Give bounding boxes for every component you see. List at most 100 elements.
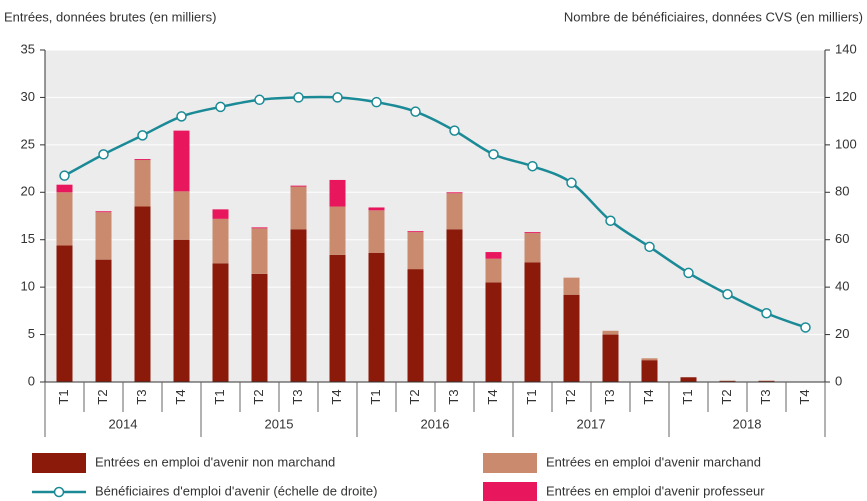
bar-segment — [290, 229, 307, 382]
bar-segment — [485, 252, 502, 259]
y2-axis-title: Nombre de bénéficiaires, données CVS (en… — [564, 9, 863, 24]
x-tick-label: T4 — [797, 389, 812, 404]
bar-segment — [95, 259, 112, 382]
y2-tick-label: 60 — [835, 231, 849, 246]
bar-segment — [524, 233, 541, 263]
line-marker — [410, 106, 421, 117]
bar-segment — [134, 159, 151, 161]
x-tick-label: T3 — [290, 389, 305, 404]
bar-segment — [173, 191, 190, 240]
bar-segment — [446, 229, 463, 382]
line-marker — [59, 170, 70, 181]
bar-segment — [56, 184, 73, 193]
line-marker — [761, 307, 772, 319]
bar-segment — [407, 231, 424, 233]
bar-segment — [251, 273, 268, 382]
line-marker — [722, 289, 733, 300]
bar-segment — [485, 282, 502, 382]
x-tick-label: T2 — [407, 389, 422, 404]
bar-segment — [212, 218, 229, 264]
bar-segment — [212, 209, 229, 219]
bar-segment — [212, 263, 229, 382]
legend-label: Bénéficiaires d'emploi d'avenir (échelle… — [95, 483, 377, 498]
y2-tick-label: 20 — [835, 326, 849, 341]
x-group-label: 2016 — [421, 416, 450, 431]
y-tick-label: 25 — [21, 136, 35, 151]
y-tick-label: 15 — [21, 231, 35, 246]
bar-segment — [95, 211, 112, 213]
x-tick-label: T1 — [56, 389, 71, 404]
x-tick-label: T4 — [173, 389, 188, 404]
legend-label: Entrées en emploi d'avenir marchand — [546, 454, 761, 469]
line-marker — [215, 101, 226, 113]
y2-tick-label: 120 — [835, 89, 857, 104]
legend-swatch — [483, 453, 537, 473]
y2-tick-label: 140 — [835, 41, 857, 56]
bar-segment — [446, 192, 463, 194]
line-marker — [98, 149, 109, 160]
bar-segment — [680, 377, 697, 382]
line-marker — [176, 111, 187, 122]
bar-segment — [251, 228, 268, 274]
x-tick-label: T4 — [641, 389, 656, 404]
bar-segment — [602, 330, 619, 335]
bar-segment — [173, 130, 190, 192]
line-marker — [449, 125, 460, 136]
line-marker — [332, 92, 343, 103]
bar-segment — [407, 232, 424, 270]
y-tick-label: 10 — [21, 279, 35, 294]
bar-segment — [134, 206, 151, 382]
line-marker — [644, 241, 655, 253]
bar-segment — [368, 210, 385, 253]
bar-segment — [173, 239, 190, 382]
bar-segment — [641, 360, 658, 382]
legend-label: Entrées en emploi d'avenir non marchand — [95, 454, 335, 469]
bar-segment — [368, 252, 385, 382]
x-group-label: 2014 — [109, 416, 138, 431]
y2-tick-label: 40 — [835, 279, 849, 294]
y-tick-label: 30 — [21, 89, 35, 104]
bar-segment — [485, 258, 502, 283]
bar-segment — [446, 193, 463, 230]
y-tick-label: 35 — [21, 41, 35, 56]
bar-segment — [95, 212, 112, 260]
bar-segment — [56, 245, 73, 382]
bar-segment — [407, 269, 424, 382]
bar-segment — [251, 227, 268, 229]
x-tick-label: T2 — [251, 389, 266, 404]
x-tick-label: T1 — [368, 389, 383, 404]
bar-segment — [602, 334, 619, 382]
x-group-label: 2017 — [577, 416, 606, 431]
x-tick-label: T2 — [95, 389, 110, 404]
line-marker — [488, 149, 499, 160]
x-tick-label: T2 — [563, 389, 578, 404]
legend-label: Entrées en emploi d'avenir professeur — [546, 483, 765, 498]
y2-tick-label: 0 — [835, 373, 842, 388]
bar-segment — [329, 179, 346, 207]
y-tick-label: 20 — [21, 184, 35, 199]
line-marker — [605, 215, 616, 226]
bar-segment — [368, 207, 385, 211]
x-group-label: 2015 — [265, 416, 294, 431]
x-group-label: 2018 — [733, 416, 762, 431]
legend-swatch — [32, 453, 86, 473]
bar-segment — [290, 186, 307, 230]
y2-tick-label: 80 — [835, 184, 849, 199]
x-tick-label: T4 — [485, 389, 500, 404]
x-tick-label: T2 — [719, 389, 734, 404]
x-tick-label: T3 — [446, 389, 461, 404]
line-marker — [371, 96, 382, 108]
x-tick-label: T4 — [329, 389, 344, 404]
legend-swatch — [53, 486, 65, 498]
bar-segment — [563, 277, 580, 295]
bar-segment — [56, 192, 73, 246]
line-marker — [254, 94, 265, 106]
bar-segment — [134, 160, 151, 207]
x-tick-label: T3 — [758, 389, 773, 404]
bar-segment — [524, 262, 541, 382]
x-tick-label: T1 — [680, 389, 695, 404]
line-marker — [137, 130, 148, 141]
x-tick-label: T3 — [134, 389, 149, 404]
line-marker — [800, 322, 811, 333]
